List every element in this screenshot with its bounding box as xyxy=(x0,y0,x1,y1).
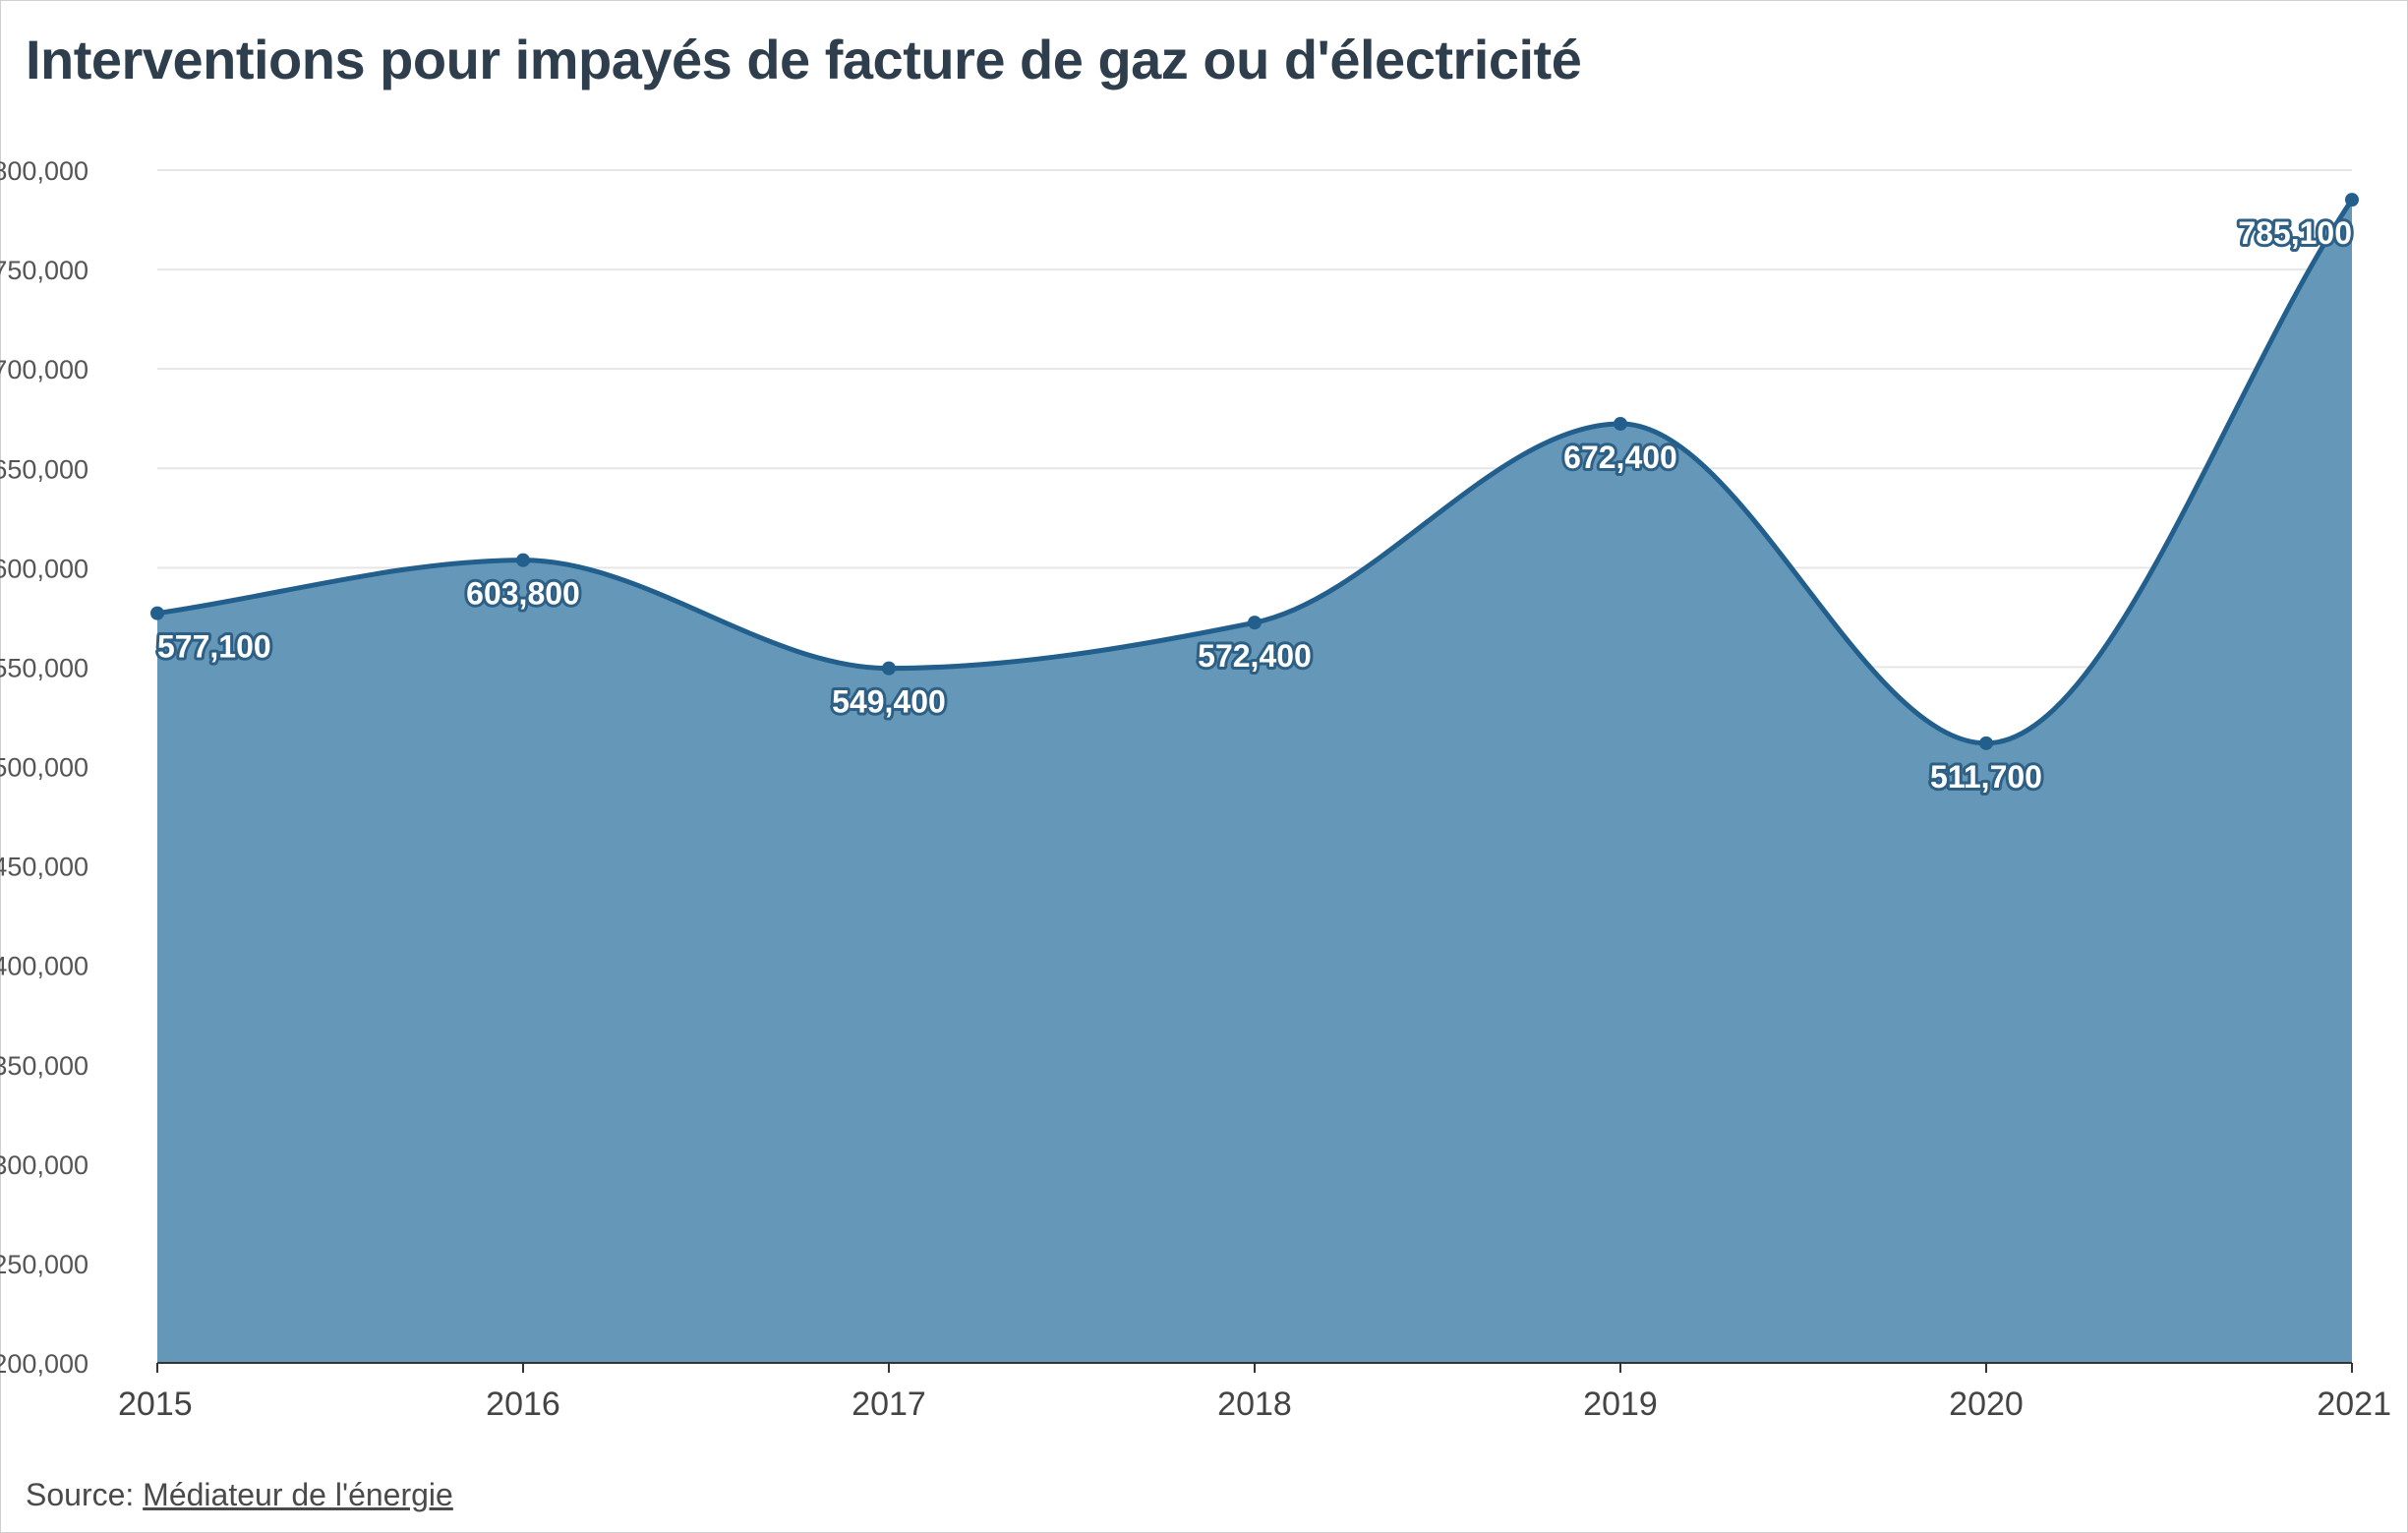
source-note: Source: Médiateur de l'énergie xyxy=(26,1477,453,1513)
y-tick-label: 700,000 xyxy=(0,355,88,384)
data-point xyxy=(1979,736,1993,750)
data-point xyxy=(516,553,530,567)
y-tick-label: 250,000 xyxy=(0,1250,88,1279)
data-label: 603,800 xyxy=(466,576,580,612)
area-fill xyxy=(157,200,2352,1364)
data-point xyxy=(1248,616,1262,630)
series-line xyxy=(154,197,2355,746)
x-axis: 2015 2016 2017 2018 2019 2020 2021 xyxy=(118,1362,2391,1423)
data-label: 577,100 xyxy=(157,629,271,665)
chart-title: Interventions pour impayés de facture de… xyxy=(26,29,1582,90)
y-tick-label: 800,000 xyxy=(0,156,88,186)
y-tick-label: 650,000 xyxy=(0,454,88,484)
x-tick-label: 2020 xyxy=(1949,1386,2024,1423)
y-tick-label: 350,000 xyxy=(0,1051,88,1081)
y-tick-label: 400,000 xyxy=(0,952,88,981)
y-axis: 200,000 250,000 300,000 350,000 400,000 450,0… xyxy=(0,156,88,1379)
data-label: 672,400 xyxy=(1563,440,1677,475)
x-tick-label: 2015 xyxy=(118,1386,193,1423)
y-tick-label: 750,000 xyxy=(0,256,88,285)
data-label: 511,700 xyxy=(1930,759,2042,795)
data-point xyxy=(150,606,164,620)
data-label: 572,400 xyxy=(1198,638,1312,674)
source-prefix: Source: xyxy=(26,1477,144,1512)
data-point xyxy=(1614,416,1627,431)
y-tick-label: 450,000 xyxy=(0,853,88,882)
area-series xyxy=(154,197,2355,1364)
x-tick-label: 2018 xyxy=(1217,1386,1292,1423)
y-tick-label: 300,000 xyxy=(0,1150,88,1180)
y-tick-label: 200,000 xyxy=(0,1349,88,1379)
y-tick-label: 500,000 xyxy=(0,753,88,783)
data-label: 549,400 xyxy=(832,684,946,720)
y-tick-label: 600,000 xyxy=(0,554,88,583)
y-tick-label: 550,000 xyxy=(0,653,88,682)
x-tick-label: 2016 xyxy=(486,1386,560,1423)
source-link[interactable]: Médiateur de l'énergie xyxy=(143,1477,453,1512)
data-label: 785,100 xyxy=(2238,215,2352,251)
x-tick-label: 2017 xyxy=(852,1386,926,1423)
x-tick-label: 2019 xyxy=(1583,1386,1658,1423)
data-points xyxy=(150,193,2359,750)
x-tick-label: 2021 xyxy=(2317,1386,2391,1423)
data-point xyxy=(882,661,896,676)
data-point xyxy=(2345,193,2359,207)
data-labels: 577,100 603,800 549,400 572,400 672,400 511,7… xyxy=(154,212,2355,797)
